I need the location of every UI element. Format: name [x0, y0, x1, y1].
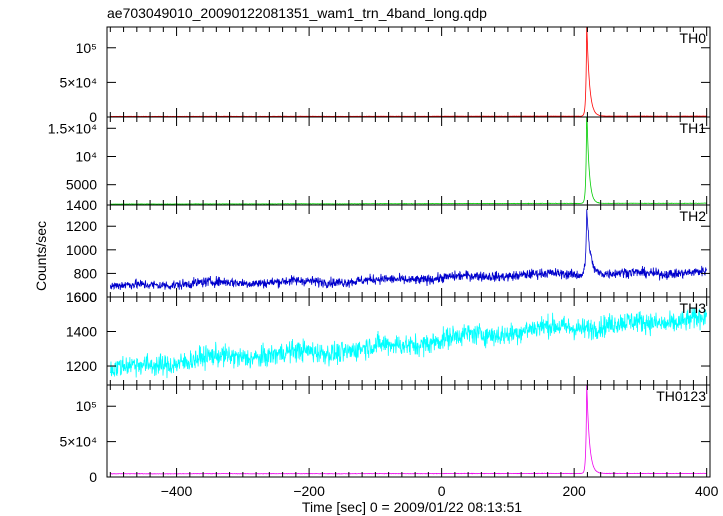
y-tick-label: 1600 [66, 289, 97, 305]
y-tick-label: 1400 [66, 197, 97, 213]
y-tick-label: 10⁴ [75, 148, 97, 164]
panel-th2: 600 800 1000 1200 TH2 [66, 204, 711, 305]
panel-frame [106, 384, 711, 478]
x-tick-label: −200 [293, 483, 325, 499]
panel-label-th0123: TH0123 [656, 388, 706, 404]
y-tick-label: 5000 [66, 177, 97, 193]
panel-label-th3: TH3 [680, 300, 707, 316]
panel-th0123: 0 5×10⁴ 10⁵ TH0123 [59, 384, 711, 485]
x-tick-label: −400 [161, 483, 193, 499]
series-line-th0123 [110, 385, 707, 475]
y-tick-label: 0 [89, 469, 97, 485]
panel-th3: 1200 1400 1600 TH3 [66, 289, 711, 386]
panel-th0: 0 5×10⁴ 10⁵ TH0 [59, 26, 711, 125]
y-tick-label: 1200 [66, 218, 97, 234]
y-tick-label: 5×10⁴ [59, 434, 97, 450]
panel-th1: 1400 5000 10⁴ 1.5×10⁴ TH1 [48, 116, 711, 213]
y-tick-label: 10⁵ [76, 398, 97, 414]
y-tick-label: 1000 [66, 242, 97, 258]
series-line-th1 [110, 117, 707, 205]
panel-label-th0: TH0 [680, 30, 707, 46]
y-tick-label: 800 [74, 265, 98, 281]
y-tick-label: 600 [74, 289, 98, 305]
series-line-th0 [110, 27, 707, 117]
y-tick-label: 5×10⁴ [59, 74, 97, 90]
series-line-th2 [109, 209, 707, 291]
panels-group: 0 5×10⁴ 10⁵ TH0 1400 5000 10⁴ 1.5×10⁴ TH1 600 800 1… [48, 26, 719, 499]
y-tick-label: 1200 [66, 358, 97, 374]
series-line-th3 [109, 307, 708, 379]
y-tick-label: 0 [89, 109, 97, 125]
x-tick-label: 200 [562, 483, 586, 499]
panel-label-th1: TH1 [680, 120, 707, 136]
panel-frame [106, 26, 711, 118]
x-tick-label: 0 [438, 483, 446, 499]
y-tick-label: 1400 [66, 324, 97, 340]
x-axis-label: Time [sec] 0 = 2009/01/22 08:13:51 [302, 499, 522, 515]
x-tick-label: 400 [695, 483, 719, 499]
chart-title: ae703049010_20090122081351_wam1_trn_4ban… [107, 5, 487, 21]
panel-label-th2: TH2 [680, 208, 707, 224]
y-tick-label: 10⁵ [76, 40, 97, 56]
y-tick-label: 1.5×10⁴ [48, 120, 97, 136]
y-axis-label: Counts/sec [33, 221, 49, 291]
panel-frame [106, 116, 711, 206]
